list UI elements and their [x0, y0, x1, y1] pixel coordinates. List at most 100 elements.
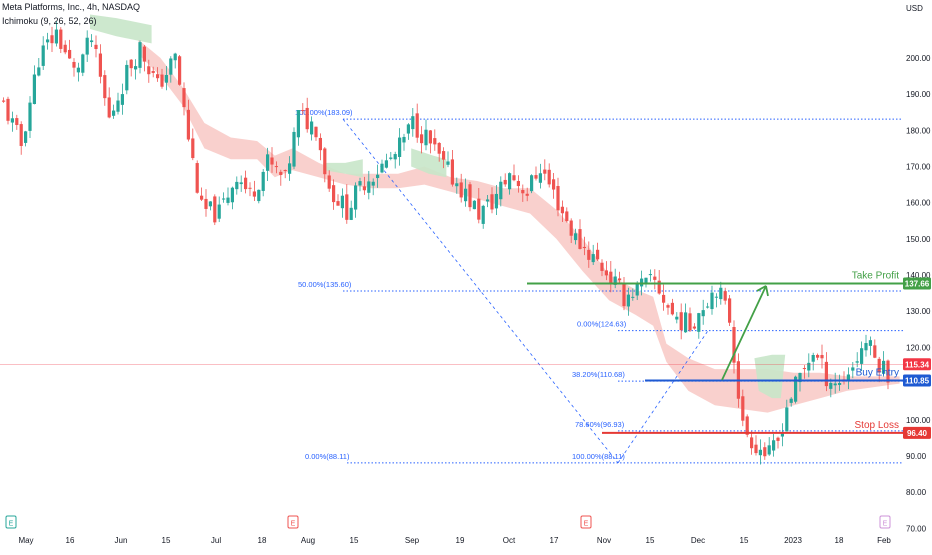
- y-tick-label: 190.00: [906, 90, 931, 99]
- candle-body: [94, 44, 98, 50]
- y-tick-label: 200.00: [906, 54, 931, 63]
- earnings-icon: [287, 515, 299, 529]
- candle-body: [807, 362, 811, 371]
- candle-body: [301, 110, 305, 112]
- fib-level-label: 0.00%(88.11): [305, 452, 350, 461]
- candle-body: [261, 171, 265, 191]
- candle-body: [296, 110, 300, 138]
- candle-body: [446, 161, 450, 165]
- candle-body: [794, 376, 798, 402]
- current-price-tag: [903, 358, 931, 371]
- candle-body: [648, 274, 652, 276]
- take-profit-tag-text: 137.66: [905, 280, 930, 289]
- candle-body: [802, 368, 806, 370]
- candle-body: [68, 49, 72, 59]
- candle-body: [569, 220, 573, 236]
- candle-body: [173, 53, 177, 61]
- candle-body: [191, 138, 195, 159]
- candle-body: [323, 148, 327, 175]
- candle-body: [763, 447, 767, 457]
- candle-body: [543, 169, 547, 174]
- candle-body: [574, 233, 578, 241]
- candle-body: [666, 305, 670, 308]
- candle-body: [226, 197, 230, 203]
- candle-body: [684, 312, 688, 333]
- candle-body: [6, 98, 10, 121]
- candle-body: [741, 396, 745, 421]
- stop-loss-tag-text: 96.40: [907, 429, 928, 438]
- stop-loss-label: Stop Loss: [855, 420, 899, 431]
- price-axis: 200.00 190.00 180.00 170.00 160.00 150.00 140.…: [906, 4, 931, 533]
- trade-levels: Take Profit Buy Entry Stop Loss: [0, 271, 903, 434]
- x-tick-label: 15: [350, 536, 359, 545]
- candle-body: [732, 327, 736, 363]
- candle-body: [560, 206, 564, 214]
- candle-body: [538, 173, 542, 183]
- candle-body: [521, 190, 525, 194]
- candle-body: [90, 40, 94, 43]
- candle-body: [701, 310, 705, 317]
- candle-body: [274, 166, 278, 168]
- currency-label: USD: [906, 4, 923, 13]
- candle-body: [59, 29, 63, 49]
- candle-body: [46, 39, 50, 43]
- candle-body: [846, 374, 850, 381]
- fib-trendline: [617, 330, 709, 464]
- candle-body: [860, 348, 864, 364]
- candle-body: [618, 278, 622, 281]
- candle-body: [239, 182, 243, 185]
- candle-body: [530, 175, 534, 192]
- candle-body: [310, 121, 314, 135]
- candle-body: [653, 276, 657, 280]
- candle-body: [200, 195, 204, 200]
- candle-body: [565, 211, 569, 222]
- candle-body: [692, 326, 696, 329]
- candle-body: [283, 170, 287, 172]
- candle-body: [248, 187, 252, 189]
- candle-body: [437, 142, 441, 154]
- candle-body: [288, 163, 292, 174]
- candle-body: [481, 205, 485, 224]
- x-tick-label: 2023: [784, 536, 802, 545]
- candle-body: [728, 298, 732, 323]
- candle-body: [464, 188, 468, 202]
- candle-body: [758, 449, 762, 456]
- candle-body: [499, 181, 503, 200]
- fib-trendline: [342, 118, 619, 464]
- fib-level-label: 78.60%(96.93): [575, 420, 625, 429]
- candle-body: [508, 173, 512, 190]
- candle-body: [851, 367, 855, 371]
- candle-body: [670, 302, 674, 315]
- candle-body: [380, 163, 384, 173]
- x-tick-label: 15: [646, 536, 655, 545]
- candle-body: [552, 179, 556, 190]
- y-tick-label: 140.00: [906, 271, 931, 280]
- candle-body: [85, 37, 89, 55]
- candle-body: [345, 194, 349, 220]
- candle-body: [371, 181, 375, 186]
- candle-body: [195, 163, 199, 193]
- candle-body: [604, 270, 608, 276]
- cloud-bullish: [90, 14, 152, 44]
- candle-body: [32, 74, 36, 105]
- candle-body: [512, 175, 516, 181]
- earnings-icon-label: E: [291, 521, 296, 528]
- indicator-label[interactable]: Ichimoku (9, 26, 52, 26): [2, 16, 97, 26]
- candle-body: [833, 383, 837, 386]
- candle-body: [838, 382, 842, 385]
- candle-body: [596, 249, 600, 260]
- candle-body: [662, 294, 666, 303]
- candle-body: [362, 186, 366, 191]
- x-tick-label: Nov: [597, 536, 611, 545]
- candle-body: [829, 383, 833, 389]
- candle-body: [780, 433, 784, 437]
- candle-body: [138, 42, 142, 68]
- x-tick-label: Jun: [115, 536, 128, 545]
- y-tick-label: 150.00: [906, 235, 931, 244]
- fib-level-label: 100.00%(183.09): [295, 108, 353, 117]
- candle-body: [270, 157, 274, 165]
- candle-body: [450, 159, 454, 185]
- candle-body: [600, 262, 604, 271]
